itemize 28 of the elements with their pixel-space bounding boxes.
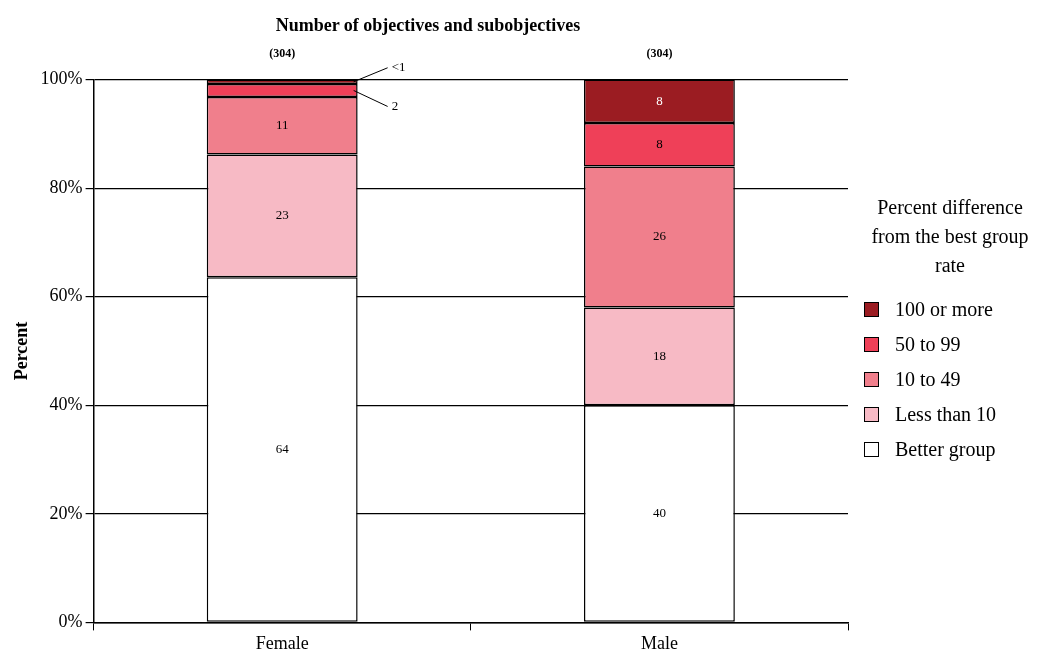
legend-label: 100 or more xyxy=(895,298,993,321)
y-tick-label: 0% xyxy=(58,611,83,632)
y-tick-label: 80% xyxy=(49,176,83,197)
data-label: 40 xyxy=(652,504,666,520)
data-label: 64 xyxy=(275,440,290,456)
data-label: 26 xyxy=(652,228,667,244)
data-label: 18 xyxy=(652,347,666,363)
x-tick-label: Male xyxy=(640,632,678,653)
data-label: 8 xyxy=(656,136,663,152)
annotation: (304) xyxy=(646,45,673,60)
text: Better group xyxy=(895,438,996,461)
chart-title: Number of objectives and subobjectives xyxy=(275,15,581,36)
legend-label: Less than 10 xyxy=(895,403,997,426)
data-label: 8 xyxy=(656,92,663,108)
y-tick-label: 60% xyxy=(49,285,83,306)
y-tick-label: 100% xyxy=(40,68,83,89)
y-tick-label: 20% xyxy=(49,502,83,523)
data-label: 23 xyxy=(275,207,289,223)
data-label: 11 xyxy=(275,117,289,133)
legend-title: Percent difference from the best group rate xyxy=(870,195,1030,278)
data-label: <1 xyxy=(391,59,406,75)
annotation: (304) xyxy=(269,45,296,60)
y-axis-title: Percent xyxy=(11,321,32,381)
x-tick-label: Female xyxy=(255,632,309,653)
legend-label: 50 to 99 xyxy=(895,333,961,356)
y-tick-label: 40% xyxy=(49,394,83,415)
legend-label: 10 to 49 xyxy=(895,368,961,391)
data-label: 2 xyxy=(391,97,399,113)
